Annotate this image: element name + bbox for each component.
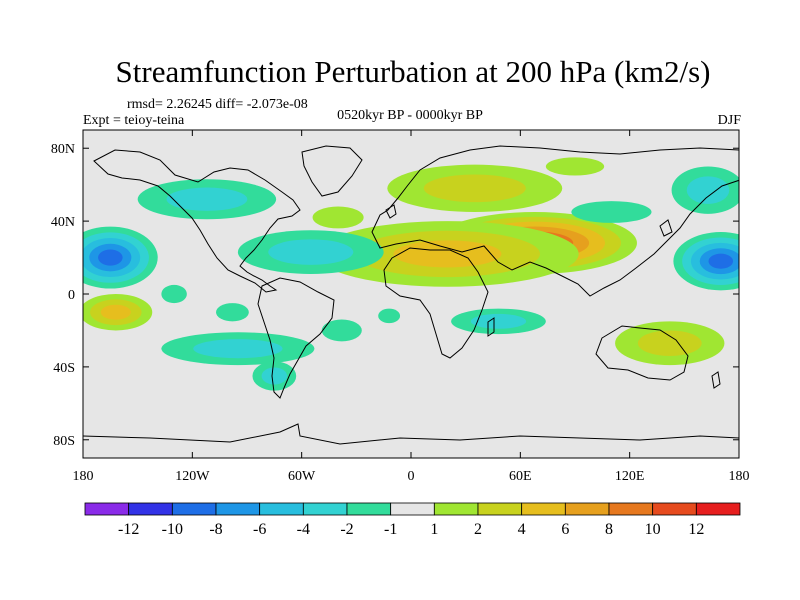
- anomaly-contour-19-0: [545, 157, 605, 176]
- coastline-eurasia: [371, 145, 739, 297]
- colorbar-bin-11: [564, 502, 610, 516]
- colorbar-label-12: 10: [645, 521, 661, 538]
- colorbar-label-11: 8: [605, 521, 613, 538]
- colorbar-bin-10: [521, 502, 566, 516]
- y-tick-label-3: 40S: [53, 361, 75, 376]
- coastline-uk: [385, 204, 397, 219]
- colorbar-bin-14: [695, 502, 741, 516]
- colorbar-label-4: -4: [297, 521, 310, 538]
- chart-title: Streamfunction Perturbation at 200 hPa (…: [116, 54, 711, 89]
- colorbar-bin-12: [608, 502, 654, 516]
- y-axis: 80N 40N 0 40S 80S: [51, 142, 739, 449]
- x-axis: 180 120W 60W 0 60E 120E 180: [73, 130, 750, 484]
- anomaly-contour-2-1: [423, 174, 526, 203]
- chart-stats: rmsd= 2.26245 diff= -2.073e-08: [127, 97, 308, 112]
- coastline-new-zealand: [711, 371, 721, 389]
- chart-period: 0520kyr BP - 0000kyr BP: [337, 108, 483, 123]
- coastline-north-america: [93, 149, 301, 293]
- anomaly-contour-16-0: [378, 308, 401, 324]
- colorbar-bin-9: [477, 502, 523, 516]
- anomaly-contour-12-0: [312, 206, 364, 229]
- y-tick-label-4: 80S: [53, 434, 75, 449]
- x-tick-label-5: 120E: [615, 469, 645, 484]
- anomaly-contour-15-0: [216, 303, 249, 322]
- x-tick-label-3: 0: [408, 469, 415, 484]
- colorbar-label-5: -2: [340, 521, 353, 538]
- colorbar-label-10: 6: [561, 521, 569, 538]
- colorbar-label-8: 2: [474, 521, 482, 538]
- anomaly-contour-6-1: [268, 239, 354, 265]
- colorbar-bin-13: [652, 502, 697, 516]
- anomaly-contour-10-1: [637, 330, 702, 356]
- y-tick-label-0: 80N: [51, 142, 75, 157]
- colorbar-label-0: -12: [118, 521, 139, 538]
- colorbar-bin-1: [128, 502, 173, 516]
- x-tick-label-6: 180: [729, 469, 750, 484]
- x-tick-label-1: 120W: [175, 469, 210, 484]
- anomaly-contour-14-0: [161, 284, 187, 304]
- colorbar-bin-5: [302, 502, 348, 516]
- colorbar-label-2: -8: [209, 521, 222, 538]
- colorbar-label-7: 1: [430, 521, 438, 538]
- y-tick-label-2: 0: [68, 288, 75, 303]
- coastline-australia: [595, 325, 689, 381]
- anomaly-contour-4-4: [708, 253, 734, 269]
- colorbar-label-13: 12: [688, 521, 704, 538]
- colorbar-label-3: -6: [253, 521, 266, 538]
- anomaly-contour-1-2: [393, 240, 502, 268]
- coastline-japan: [659, 219, 673, 237]
- colorbar-label-9: 4: [518, 521, 526, 538]
- colorbar-bin-4: [259, 502, 304, 516]
- x-tick-label-0: 180: [73, 469, 94, 484]
- colorbar-label-1: -10: [162, 521, 183, 538]
- colorbar-bin-7: [390, 502, 435, 516]
- colorbar-bin-3: [215, 502, 261, 516]
- colorbar-bin-6: [346, 502, 392, 516]
- chart-experiment: Expt = teioy-teina: [83, 113, 185, 128]
- anomaly-contour-11-1: [470, 313, 527, 329]
- anomaly-contour-18-0: [571, 201, 652, 223]
- coastline-africa: [383, 247, 489, 359]
- x-tick-label-2: 60W: [288, 469, 316, 484]
- anomaly-contour-7-1: [193, 339, 283, 359]
- anomaly-contour-3-4: [98, 249, 123, 266]
- chart-season: DJF: [718, 113, 742, 128]
- y-tick-label-1: 40N: [51, 215, 75, 230]
- anomaly-field: [83, 157, 739, 391]
- colorbar: -12 -10 -8 -6 -4 -2 -1 1 2 4 6 8 10 12: [84, 502, 741, 538]
- coastlines: [83, 145, 739, 445]
- anomaly-contour-9-2: [100, 304, 131, 320]
- coastline-greenland: [301, 145, 363, 197]
- x-tick-label-4: 60E: [509, 469, 532, 484]
- colorbar-bin-2: [171, 502, 217, 516]
- colorbar-bin-8: [433, 502, 479, 516]
- coastline-antarctica: [83, 423, 739, 445]
- colorbar-label-6: -1: [384, 521, 397, 538]
- anomaly-contour-8-1: [686, 176, 730, 204]
- coastline-south-america: [257, 277, 335, 399]
- anomaly-contour-13-0: [321, 319, 362, 342]
- coastline-madagascar: [487, 317, 495, 337]
- colorbar-bin-0: [84, 502, 130, 516]
- anomaly-contour-17-1: [261, 367, 288, 385]
- anomaly-contour-5-1: [166, 187, 248, 211]
